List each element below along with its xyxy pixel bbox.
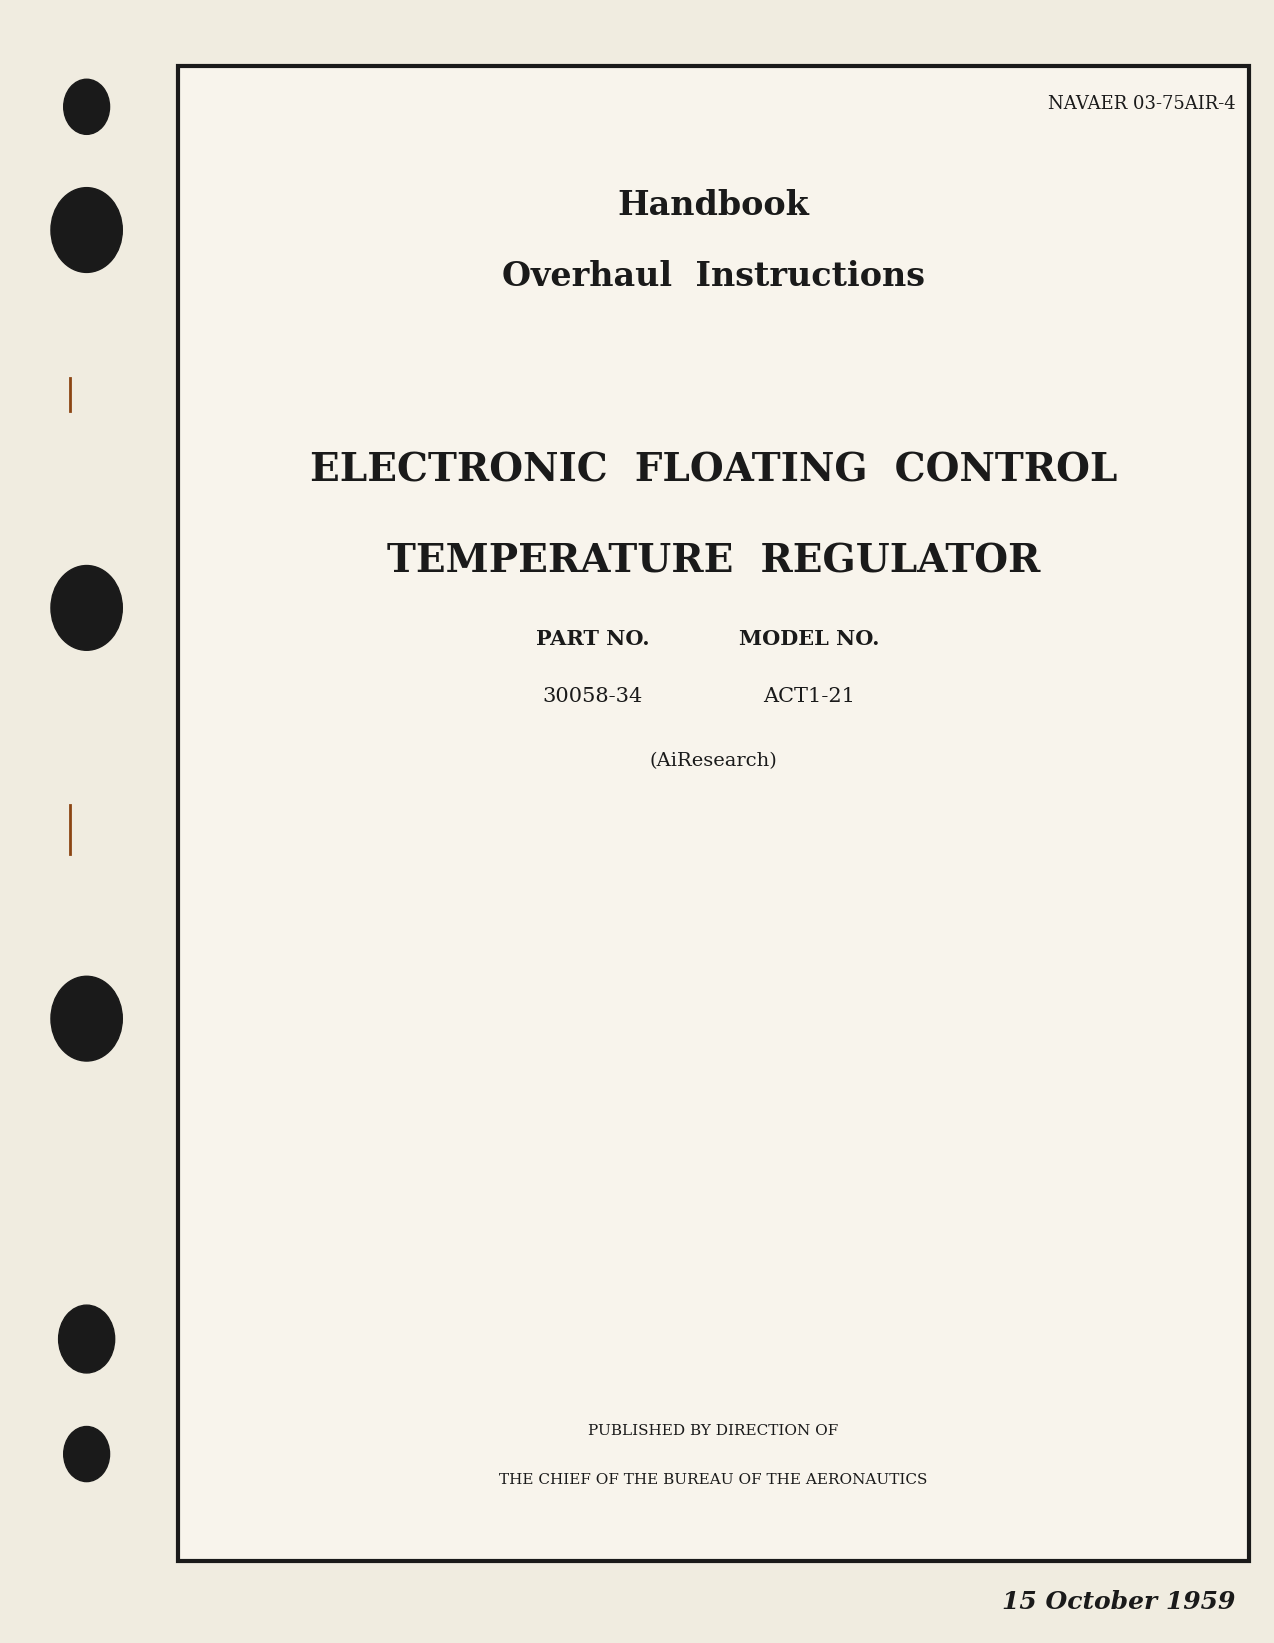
Bar <box>178 66 1249 1561</box>
Ellipse shape <box>64 1426 110 1482</box>
Text: 15 October 1959: 15 October 1959 <box>1003 1590 1236 1615</box>
Ellipse shape <box>59 1305 115 1374</box>
Text: ACT1-21: ACT1-21 <box>763 687 855 706</box>
Ellipse shape <box>51 565 122 651</box>
Text: (AiResearch): (AiResearch) <box>650 752 777 771</box>
Ellipse shape <box>51 976 122 1061</box>
Text: 30058-34: 30058-34 <box>543 687 642 706</box>
Text: ELECTRONIC  FLOATING  CONTROL: ELECTRONIC FLOATING CONTROL <box>310 452 1117 490</box>
Text: Overhaul  Instructions: Overhaul Instructions <box>502 260 925 292</box>
Text: TEMPERATURE  REGULATOR: TEMPERATURE REGULATOR <box>387 542 1040 580</box>
Ellipse shape <box>64 79 110 135</box>
Text: NAVAER 03-75AIR-4: NAVAER 03-75AIR-4 <box>1049 95 1236 113</box>
Text: THE CHIEF OF THE BUREAU OF THE AERONAUTICS: THE CHIEF OF THE BUREAU OF THE AERONAUTI… <box>499 1472 927 1487</box>
Text: Handbook: Handbook <box>618 189 809 222</box>
Text: PART NO.: PART NO. <box>535 629 650 649</box>
Ellipse shape <box>51 187 122 273</box>
Text: PUBLISHED BY DIRECTION OF: PUBLISHED BY DIRECTION OF <box>589 1423 838 1438</box>
Text: MODEL NO.: MODEL NO. <box>739 629 879 649</box>
